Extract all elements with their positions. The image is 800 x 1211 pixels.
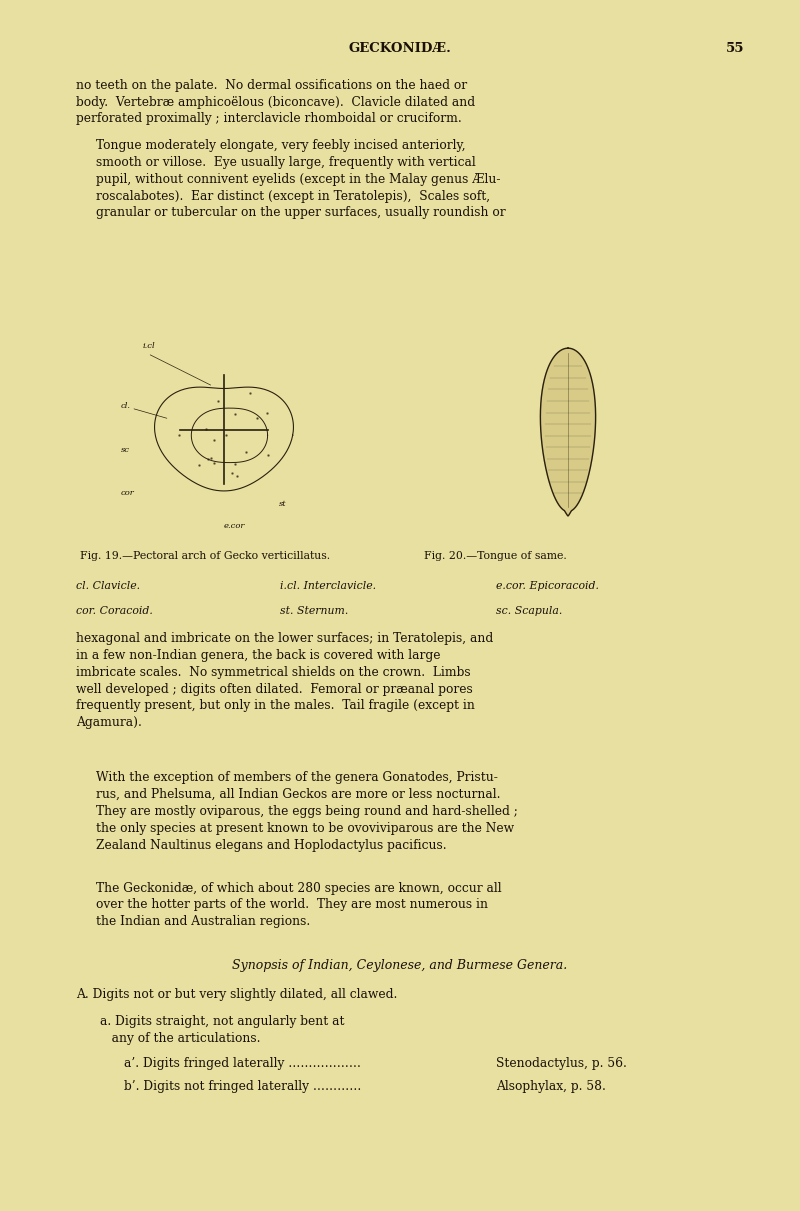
Text: Fig. 20.—Tongue of same.: Fig. 20.—Tongue of same.: [424, 551, 566, 561]
Text: Synopsis of Indian, Ceylonese, and Burmese Genera.: Synopsis of Indian, Ceylonese, and Burme…: [232, 959, 568, 972]
Text: hexagonal and imbricate on the lower surfaces; in Teratolepis, and
in a few non-: hexagonal and imbricate on the lower sur…: [76, 632, 494, 729]
Text: no teeth on the palate.  No dermal ossifications on the haed or
body.  Vertebræ : no teeth on the palate. No dermal ossifi…: [76, 79, 475, 125]
Text: i.cl. Interclavicle.: i.cl. Interclavicle.: [280, 581, 376, 591]
Text: Stenodactylus, p. 56.: Stenodactylus, p. 56.: [496, 1057, 627, 1071]
Text: Alsophylax, p. 58.: Alsophylax, p. 58.: [496, 1080, 606, 1094]
Text: Tongue moderately elongate, very feebly incised anteriorly,
smooth or villose.  : Tongue moderately elongate, very feebly …: [96, 139, 506, 219]
Text: 55: 55: [726, 42, 744, 56]
Text: GECKONIDÆ.: GECKONIDÆ.: [349, 42, 451, 56]
Text: The Geckonidæ, of which about 280 species are known, occur all
over the hotter p: The Geckonidæ, of which about 280 specie…: [96, 882, 502, 928]
Text: A. Digits not or but very slightly dilated, all clawed.: A. Digits not or but very slightly dilat…: [76, 988, 398, 1001]
Text: b’. Digits not fringed laterally …………: b’. Digits not fringed laterally …………: [124, 1080, 362, 1094]
Text: cor. Coracoid.: cor. Coracoid.: [76, 606, 153, 615]
Text: sc. Scapula.: sc. Scapula.: [496, 606, 562, 615]
Text: Fig. 19.—Pectoral arch of Gecko verticillatus.: Fig. 19.—Pectoral arch of Gecko verticil…: [80, 551, 330, 561]
Text: With the exception of members of the genera Gonatodes, Pristu-
rus, and Phelsuma: With the exception of members of the gen…: [96, 771, 518, 851]
Text: e.cor. Epicoracoid.: e.cor. Epicoracoid.: [496, 581, 599, 591]
Text: a’. Digits fringed laterally ………………: a’. Digits fringed laterally ………………: [124, 1057, 361, 1071]
Text: a. Digits straight, not angularly bent at
   any of the articulations.: a. Digits straight, not angularly bent a…: [100, 1015, 345, 1045]
Text: st. Sternum.: st. Sternum.: [280, 606, 348, 615]
Text: cl. Clavicle.: cl. Clavicle.: [76, 581, 140, 591]
